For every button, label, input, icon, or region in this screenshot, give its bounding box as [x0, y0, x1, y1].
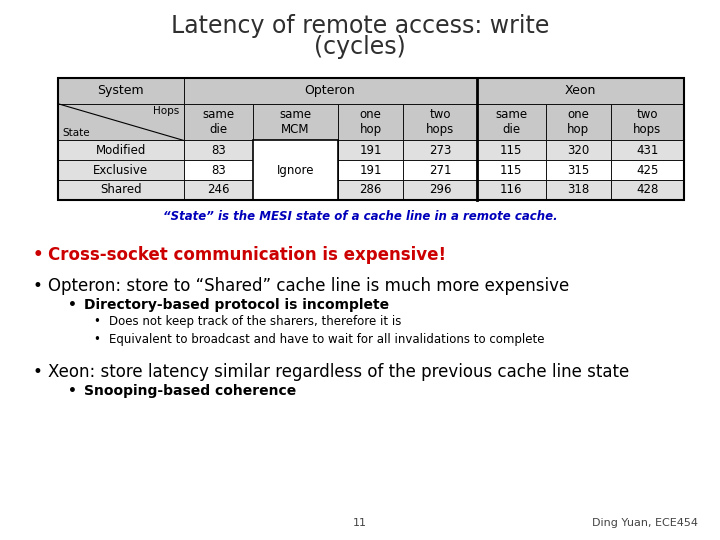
Bar — [477, 180, 546, 200]
Text: one
hop: one hop — [360, 109, 382, 136]
Bar — [184, 180, 253, 200]
Bar — [253, 140, 338, 200]
Text: Opteron: store to “Shared” cache line is much more expensive: Opteron: store to “Shared” cache line is… — [48, 277, 570, 295]
Bar — [338, 104, 403, 140]
Text: 296: 296 — [428, 184, 451, 197]
Text: two
hops: two hops — [634, 109, 662, 136]
Text: 315: 315 — [567, 164, 590, 177]
Bar — [546, 104, 611, 140]
Text: Ding Yuan, ECE454: Ding Yuan, ECE454 — [593, 518, 698, 528]
Bar — [403, 140, 477, 160]
Text: •: • — [94, 315, 101, 328]
Bar — [611, 160, 684, 180]
Bar — [477, 104, 546, 140]
Text: Directory-based protocol is incomplete: Directory-based protocol is incomplete — [84, 298, 390, 312]
Text: •: • — [32, 363, 42, 381]
Text: Shared: Shared — [100, 184, 141, 197]
Bar — [338, 160, 403, 180]
Bar — [253, 140, 338, 160]
Text: Xeon: store latency similar regardless of the previous cache line state: Xeon: store latency similar regardless o… — [48, 363, 629, 381]
Bar — [253, 160, 338, 180]
Text: 115: 115 — [500, 164, 522, 177]
Bar — [58, 140, 184, 160]
Text: 116: 116 — [500, 184, 523, 197]
Text: 246: 246 — [207, 184, 230, 197]
Text: Ignore: Ignore — [276, 164, 315, 177]
Bar — [403, 180, 477, 200]
Bar — [611, 180, 684, 200]
Bar — [184, 104, 253, 140]
Bar — [253, 180, 338, 200]
Text: 428: 428 — [636, 184, 659, 197]
Text: 83: 83 — [211, 144, 225, 157]
Bar — [546, 160, 611, 180]
Text: •: • — [32, 246, 43, 265]
Bar — [58, 104, 184, 140]
Text: Snooping-based coherence: Snooping-based coherence — [84, 384, 297, 398]
Text: State: State — [62, 129, 89, 138]
Bar — [58, 78, 684, 200]
Bar — [477, 140, 546, 160]
Text: •: • — [68, 384, 77, 398]
Bar — [338, 140, 403, 160]
Text: •: • — [68, 298, 77, 312]
Bar — [58, 160, 184, 180]
Text: Hops: Hops — [153, 106, 179, 116]
Text: two
hops: two hops — [426, 109, 454, 136]
Text: one
hop: one hop — [567, 109, 589, 136]
Text: 273: 273 — [429, 144, 451, 157]
Bar — [546, 180, 611, 200]
Text: same
die: same die — [202, 109, 234, 136]
Bar — [253, 104, 338, 140]
Bar — [477, 78, 684, 104]
Text: 191: 191 — [359, 144, 382, 157]
Text: “State” is the MESI state of a cache line in a remote cache.: “State” is the MESI state of a cache lin… — [163, 210, 557, 222]
Bar — [611, 104, 684, 140]
Bar — [546, 140, 611, 160]
Text: 11: 11 — [353, 518, 367, 528]
Text: 318: 318 — [567, 184, 590, 197]
Bar — [403, 104, 477, 140]
Text: Cross-socket communication is expensive!: Cross-socket communication is expensive! — [48, 246, 446, 265]
Text: 115: 115 — [500, 144, 522, 157]
Text: Does not keep track of the sharers, therefore it is: Does not keep track of the sharers, ther… — [109, 315, 402, 328]
Text: Opteron: Opteron — [305, 84, 356, 97]
Text: Exclusive: Exclusive — [93, 164, 148, 177]
Text: 320: 320 — [567, 144, 590, 157]
Bar — [184, 140, 253, 160]
Bar — [58, 180, 184, 200]
Text: same
MCM: same MCM — [279, 109, 312, 136]
Bar — [338, 180, 403, 200]
Bar — [611, 140, 684, 160]
Text: (cycles): (cycles) — [314, 35, 406, 59]
Bar — [477, 160, 546, 180]
Text: 431: 431 — [636, 144, 659, 157]
Text: 191: 191 — [359, 164, 382, 177]
Text: Equivalent to broadcast and have to wait for all invalidations to complete: Equivalent to broadcast and have to wait… — [109, 333, 545, 346]
Bar — [58, 78, 184, 104]
Bar — [184, 160, 253, 180]
Text: same
die: same die — [495, 109, 527, 136]
Text: Modified: Modified — [96, 144, 146, 157]
Text: 425: 425 — [636, 164, 659, 177]
Text: •: • — [94, 333, 101, 346]
Text: 271: 271 — [428, 164, 451, 177]
Bar — [184, 78, 477, 104]
Text: •: • — [32, 277, 42, 295]
Text: 83: 83 — [211, 164, 225, 177]
Text: Latency of remote access: write: Latency of remote access: write — [171, 14, 549, 37]
Text: Xeon: Xeon — [564, 84, 596, 97]
Text: System: System — [97, 84, 144, 97]
Text: 286: 286 — [359, 184, 382, 197]
Bar — [403, 160, 477, 180]
